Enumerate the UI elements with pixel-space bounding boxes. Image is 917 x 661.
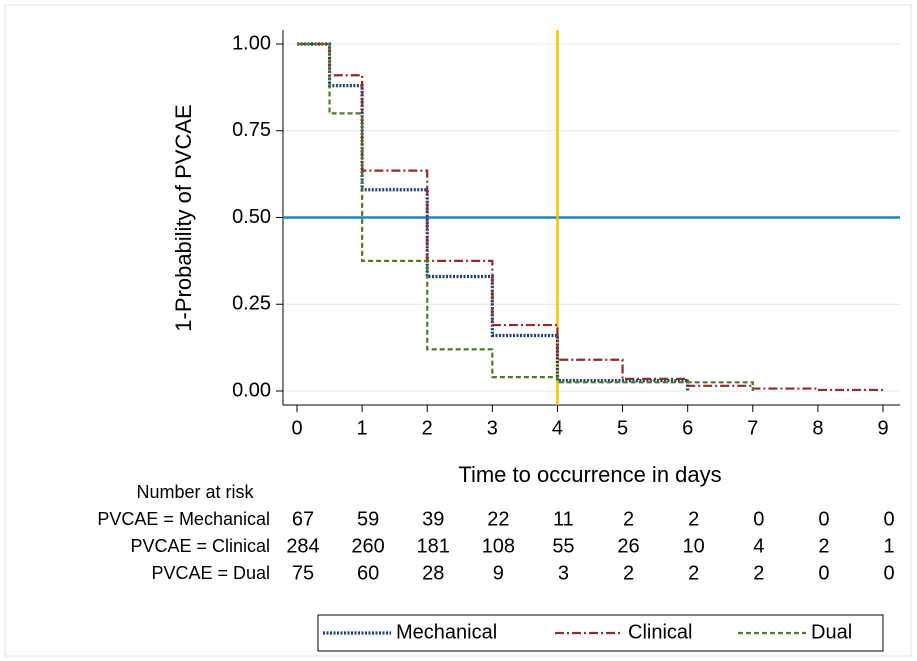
risk-value: 75 xyxy=(292,562,314,584)
risk-value: 2 xyxy=(688,508,699,530)
risk-value: 0 xyxy=(818,562,829,584)
x-tick-label: 8 xyxy=(812,417,823,439)
y-tick-label: 0.75 xyxy=(232,119,271,141)
risk-value: 3 xyxy=(558,562,569,584)
risk-value: 2 xyxy=(623,508,634,530)
risk-value: 1 xyxy=(883,535,894,557)
risk-row-label: PVCAE = Dual xyxy=(151,563,270,583)
x-tick-label: 4 xyxy=(552,417,563,439)
risk-value: 0 xyxy=(753,508,764,530)
risk-row-label: PVCAE = Clinical xyxy=(130,536,270,556)
y-tick-label: 0.25 xyxy=(232,293,271,315)
y-tick-label: 1.00 xyxy=(232,32,271,54)
risk-row-label: PVCAE = Mechanical xyxy=(97,509,270,529)
risk-value: 67 xyxy=(292,508,314,530)
y-tick-label: 0.00 xyxy=(232,379,271,401)
x-tick-label: 2 xyxy=(422,417,433,439)
risk-value: 22 xyxy=(487,508,509,530)
risk-value: 59 xyxy=(357,508,379,530)
legend-label: Dual xyxy=(811,621,852,643)
risk-value: 2 xyxy=(623,562,634,584)
x-tick-label: 5 xyxy=(617,417,628,439)
risk-value: 0 xyxy=(883,562,894,584)
risk-value: 2 xyxy=(818,535,829,557)
risk-value: 4 xyxy=(753,535,764,557)
legend-label: Clinical xyxy=(628,621,692,643)
risk-value: 0 xyxy=(883,508,894,530)
x-tick-label: 6 xyxy=(682,417,693,439)
y-axis-title: 1-Probability of PVCAE xyxy=(171,104,196,331)
risk-value: 26 xyxy=(617,535,639,557)
risk-value: 10 xyxy=(683,535,705,557)
risk-value: 181 xyxy=(417,535,450,557)
x-tick-label: 7 xyxy=(747,417,758,439)
risk-value: 11 xyxy=(553,508,574,530)
risk-value: 9 xyxy=(493,562,504,584)
risk-value: 60 xyxy=(357,562,379,584)
survival-curve xyxy=(297,42,754,391)
x-tick-label: 9 xyxy=(877,417,888,439)
risk-value: 2 xyxy=(753,562,764,584)
x-tick-label: 1 xyxy=(357,417,368,439)
risk-value: 0 xyxy=(818,508,829,530)
risk-value: 284 xyxy=(286,535,319,557)
x-tick-label: 0 xyxy=(291,417,302,439)
x-tick-label: 3 xyxy=(487,417,498,439)
frame xyxy=(4,4,912,657)
risk-value: 260 xyxy=(351,535,384,557)
risk-value: 28 xyxy=(422,562,444,584)
risk-value: 108 xyxy=(482,535,515,557)
legend-label: Mechanical xyxy=(396,621,497,643)
x-axis-title: Time to occurrence in days xyxy=(458,462,721,487)
survival-curve xyxy=(297,42,883,392)
risk-value: 39 xyxy=(422,508,444,530)
risk-value: 2 xyxy=(688,562,699,584)
y-tick-label: 0.50 xyxy=(232,206,271,228)
risk-value: 55 xyxy=(552,535,574,557)
risk-table-title: Number at risk xyxy=(136,482,254,502)
